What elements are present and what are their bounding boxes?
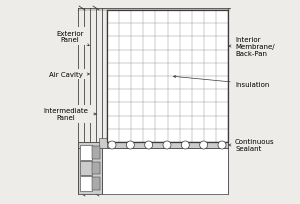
Bar <box>78 142 102 194</box>
Bar <box>78 142 102 148</box>
Circle shape <box>145 141 153 149</box>
Bar <box>80 176 92 191</box>
Circle shape <box>218 141 226 149</box>
Bar <box>102 148 228 194</box>
Text: Continuous
Sealant: Continuous Sealant <box>229 139 274 152</box>
Bar <box>107 11 228 142</box>
Bar <box>107 11 228 142</box>
Circle shape <box>181 141 189 149</box>
Bar <box>80 145 92 160</box>
Bar <box>99 138 107 148</box>
Circle shape <box>108 141 116 149</box>
Text: Intermediate
Panel: Intermediate Panel <box>44 108 96 121</box>
Circle shape <box>126 141 134 149</box>
Circle shape <box>200 141 208 149</box>
Text: Insulation: Insulation <box>173 76 269 88</box>
Bar <box>92 162 100 174</box>
Text: Interior
Membrane/
Back-Pan: Interior Membrane/ Back-Pan <box>229 37 274 57</box>
Bar <box>80 161 92 175</box>
Bar <box>92 146 100 159</box>
Text: Air Cavity: Air Cavity <box>49 72 89 78</box>
Bar <box>92 177 100 190</box>
Text: Exterior
Panel: Exterior Panel <box>56 30 89 47</box>
Circle shape <box>163 141 171 149</box>
Bar <box>102 142 228 148</box>
